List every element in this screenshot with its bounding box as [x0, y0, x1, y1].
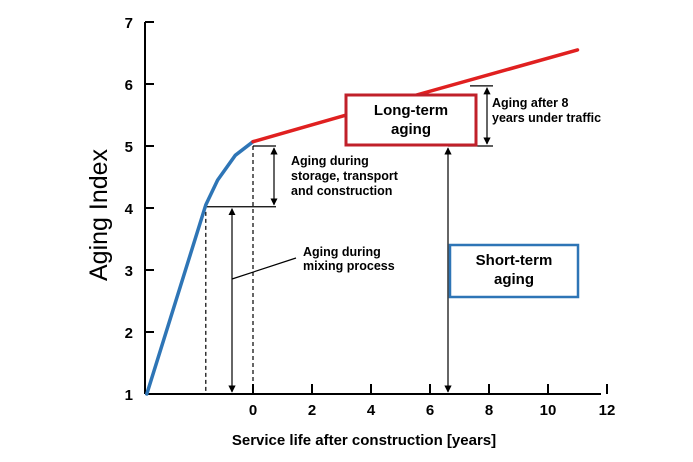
- x-tick-label: 4: [367, 402, 376, 419]
- y-tick-label: 7: [125, 15, 133, 32]
- y-axis-label: Aging Index: [85, 148, 113, 281]
- y-tick-label: 5: [125, 139, 133, 156]
- guide-lines: [205, 85, 493, 394]
- annotation-after8: Aging after 8 years under traffic: [492, 96, 601, 125]
- long-term-box-label: Long-term aging: [374, 102, 448, 138]
- annotation-storage: Aging during storage, transport and constr…: [291, 154, 399, 198]
- leader-mixing: [231, 257, 297, 280]
- y-tick-label: 3: [125, 263, 133, 280]
- x-tick-label: 6: [426, 402, 434, 419]
- x-tick-label: 0: [249, 402, 257, 419]
- x-tick-label: 2: [308, 402, 316, 419]
- y-tick-label: 4: [125, 201, 134, 218]
- series-short-term-line: [145, 139, 255, 396]
- long-term-box: [344, 93, 478, 147]
- y-tick-label: 2: [125, 325, 133, 342]
- y-tick-label: 6: [125, 77, 133, 94]
- x-tick-label: 10: [540, 402, 557, 419]
- short-term-box: [448, 243, 580, 299]
- x-tick-label: 12: [599, 402, 616, 419]
- short-term-box-label: Short-term aging: [476, 252, 553, 288]
- annotation-mixing: Aging during mixing process: [303, 245, 395, 273]
- x-axis-label: Service life after construction [years]: [232, 432, 496, 449]
- y-tick-label: 1: [125, 387, 133, 404]
- annotations: Aging during mixing process Aging during st…: [291, 93, 601, 299]
- x-tick-label: 8: [485, 402, 493, 419]
